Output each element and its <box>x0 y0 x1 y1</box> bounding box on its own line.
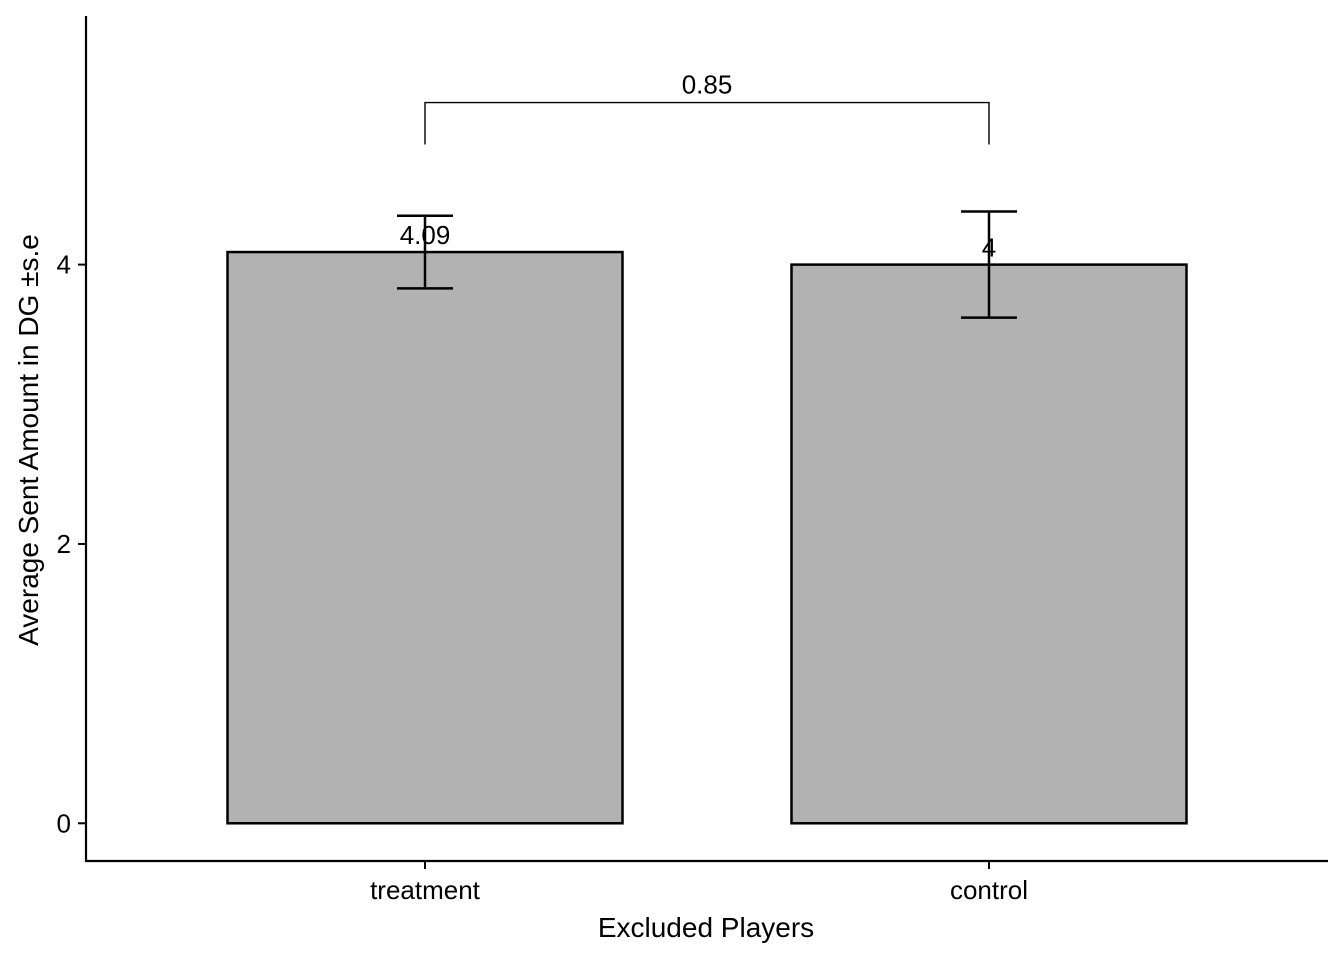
bar-value-label: 4.09 <box>400 220 451 250</box>
x-tick-label: control <box>950 875 1028 905</box>
significance-bracket <box>424 101 990 145</box>
significance-label: 0.85 <box>682 70 733 100</box>
plot-marks: 4.09 4 0.85 <box>226 70 1188 825</box>
y-axis-title: Average Sent Amount in DG ±s.e <box>13 234 44 646</box>
bar <box>226 250 624 825</box>
y-tick-label: 0 <box>57 808 71 838</box>
x-axis: treatment control <box>370 861 1028 905</box>
y-axis: 0 2 4 <box>57 250 86 838</box>
x-axis-title: Excluded Players <box>598 912 814 943</box>
bar <box>790 263 1188 825</box>
x-tick-label: treatment <box>370 875 481 905</box>
y-tick-label: 4 <box>57 250 71 280</box>
bar-value-label: 4 <box>982 233 996 263</box>
y-tick-label: 2 <box>57 529 71 559</box>
